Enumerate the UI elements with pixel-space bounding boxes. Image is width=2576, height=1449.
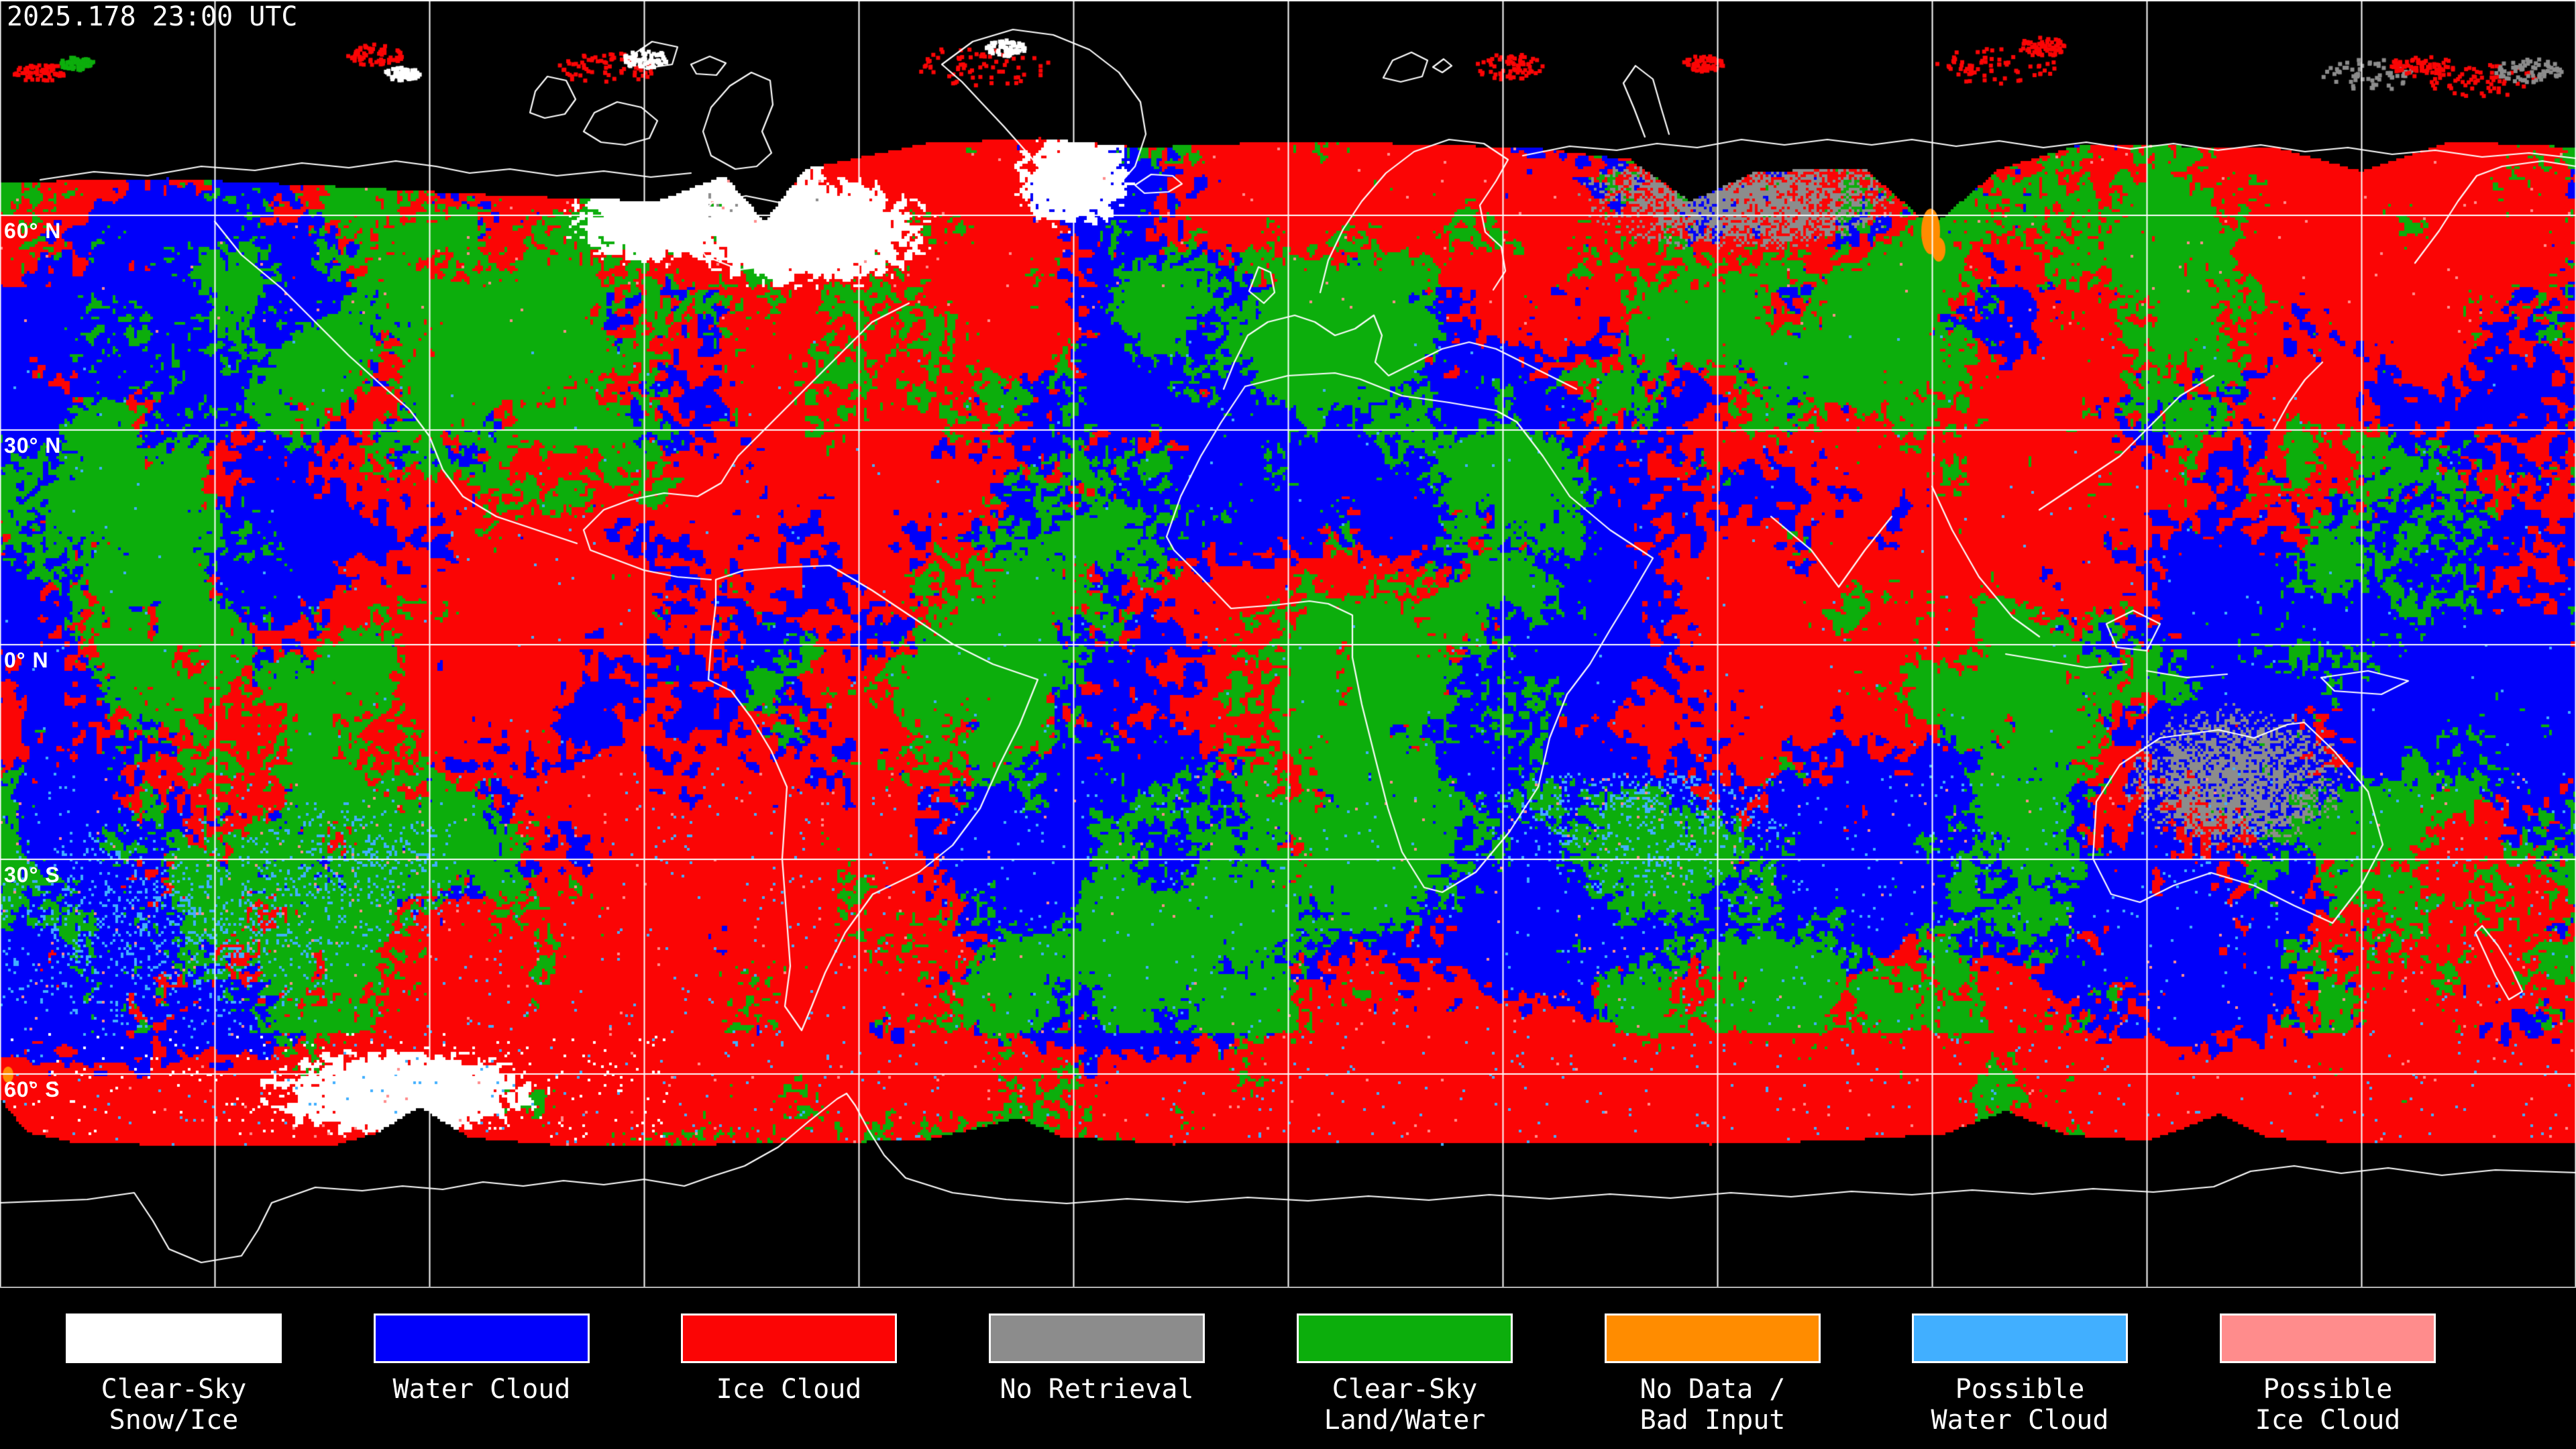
lat-label-60n: 60° N bbox=[4, 219, 62, 243]
legend-label: Water Cloud bbox=[374, 1374, 590, 1405]
lat-label-0n: 0° N bbox=[4, 648, 49, 672]
lat-label-60s: 60° S bbox=[4, 1077, 60, 1102]
legend-label-line1: Possible bbox=[2263, 1374, 2393, 1405]
legend-label-line2: Bad Input bbox=[1640, 1405, 1786, 1436]
legend-item-water-cloud: Water Cloud bbox=[374, 1313, 590, 1405]
lat-label-30s: 30° S bbox=[4, 863, 60, 887]
legend-swatch-no-data-bad-input bbox=[1605, 1313, 1821, 1363]
world-cloud-mask-map bbox=[0, 0, 2576, 1288]
legend-label-line1: Possible bbox=[1955, 1374, 2085, 1405]
legend-label-line1: Water Cloud bbox=[392, 1374, 571, 1405]
legend-swatch-possible-water-cloud bbox=[1912, 1313, 2128, 1363]
legend-item-clear-sky-snow-ice: Clear-Sky Snow/Ice bbox=[66, 1313, 282, 1436]
legend-item-clear-sky-land-water: Clear-Sky Land/Water bbox=[1297, 1313, 1513, 1436]
legend-item-ice-cloud: Ice Cloud bbox=[681, 1313, 897, 1405]
legend-label: Ice Cloud bbox=[681, 1374, 897, 1405]
legend-swatch-water-cloud bbox=[374, 1313, 590, 1363]
legend-label-line2: Water Cloud bbox=[1931, 1405, 2109, 1436]
map-bottom-border bbox=[0, 1287, 2576, 1288]
legend-label-line2: Snow/Ice bbox=[109, 1405, 239, 1436]
legend-item-possible-water-cloud: Possible Water Cloud bbox=[1912, 1313, 2128, 1436]
legend-swatch-possible-ice-cloud bbox=[2220, 1313, 2436, 1363]
legend-label: Possible Water Cloud bbox=[1912, 1374, 2128, 1436]
legend-swatch-clear-sky-land-water bbox=[1297, 1313, 1513, 1363]
timestamp: 2025.178 23:00 UTC bbox=[7, 1, 298, 32]
lat-label-30n: 30° N bbox=[4, 433, 62, 458]
legend-item-no-data-bad-input: No Data / Bad Input bbox=[1605, 1313, 1821, 1436]
legend-label-line2: Ice Cloud bbox=[2255, 1405, 2401, 1436]
legend-label: Possible Ice Cloud bbox=[2220, 1374, 2436, 1436]
legend-label-line1: Clear-Sky bbox=[1332, 1374, 1478, 1405]
legend-label-line1: Ice Cloud bbox=[716, 1374, 862, 1405]
legend-label-line1: No Data / bbox=[1640, 1374, 1786, 1405]
legend: Clear-Sky Snow/Ice Water Cloud Ice Cloud … bbox=[0, 1288, 2576, 1449]
legend-swatch-clear-sky-snow-ice bbox=[66, 1313, 282, 1363]
legend-label-line2: Land/Water bbox=[1324, 1405, 1486, 1436]
legend-label: No Data / Bad Input bbox=[1605, 1374, 1821, 1436]
legend-label: No Retrieval bbox=[989, 1374, 1205, 1405]
legend-label-line1: No Retrieval bbox=[1000, 1374, 1194, 1405]
legend-swatch-no-retrieval bbox=[989, 1313, 1205, 1363]
legend-label-line1: Clear-Sky bbox=[101, 1374, 247, 1405]
legend-label: Clear-Sky Land/Water bbox=[1297, 1374, 1513, 1436]
legend-item-possible-ice-cloud: Possible Ice Cloud bbox=[2220, 1313, 2436, 1436]
legend-swatch-ice-cloud bbox=[681, 1313, 897, 1363]
legend-item-no-retrieval: No Retrieval bbox=[989, 1313, 1205, 1405]
legend-label: Clear-Sky Snow/Ice bbox=[66, 1374, 282, 1436]
